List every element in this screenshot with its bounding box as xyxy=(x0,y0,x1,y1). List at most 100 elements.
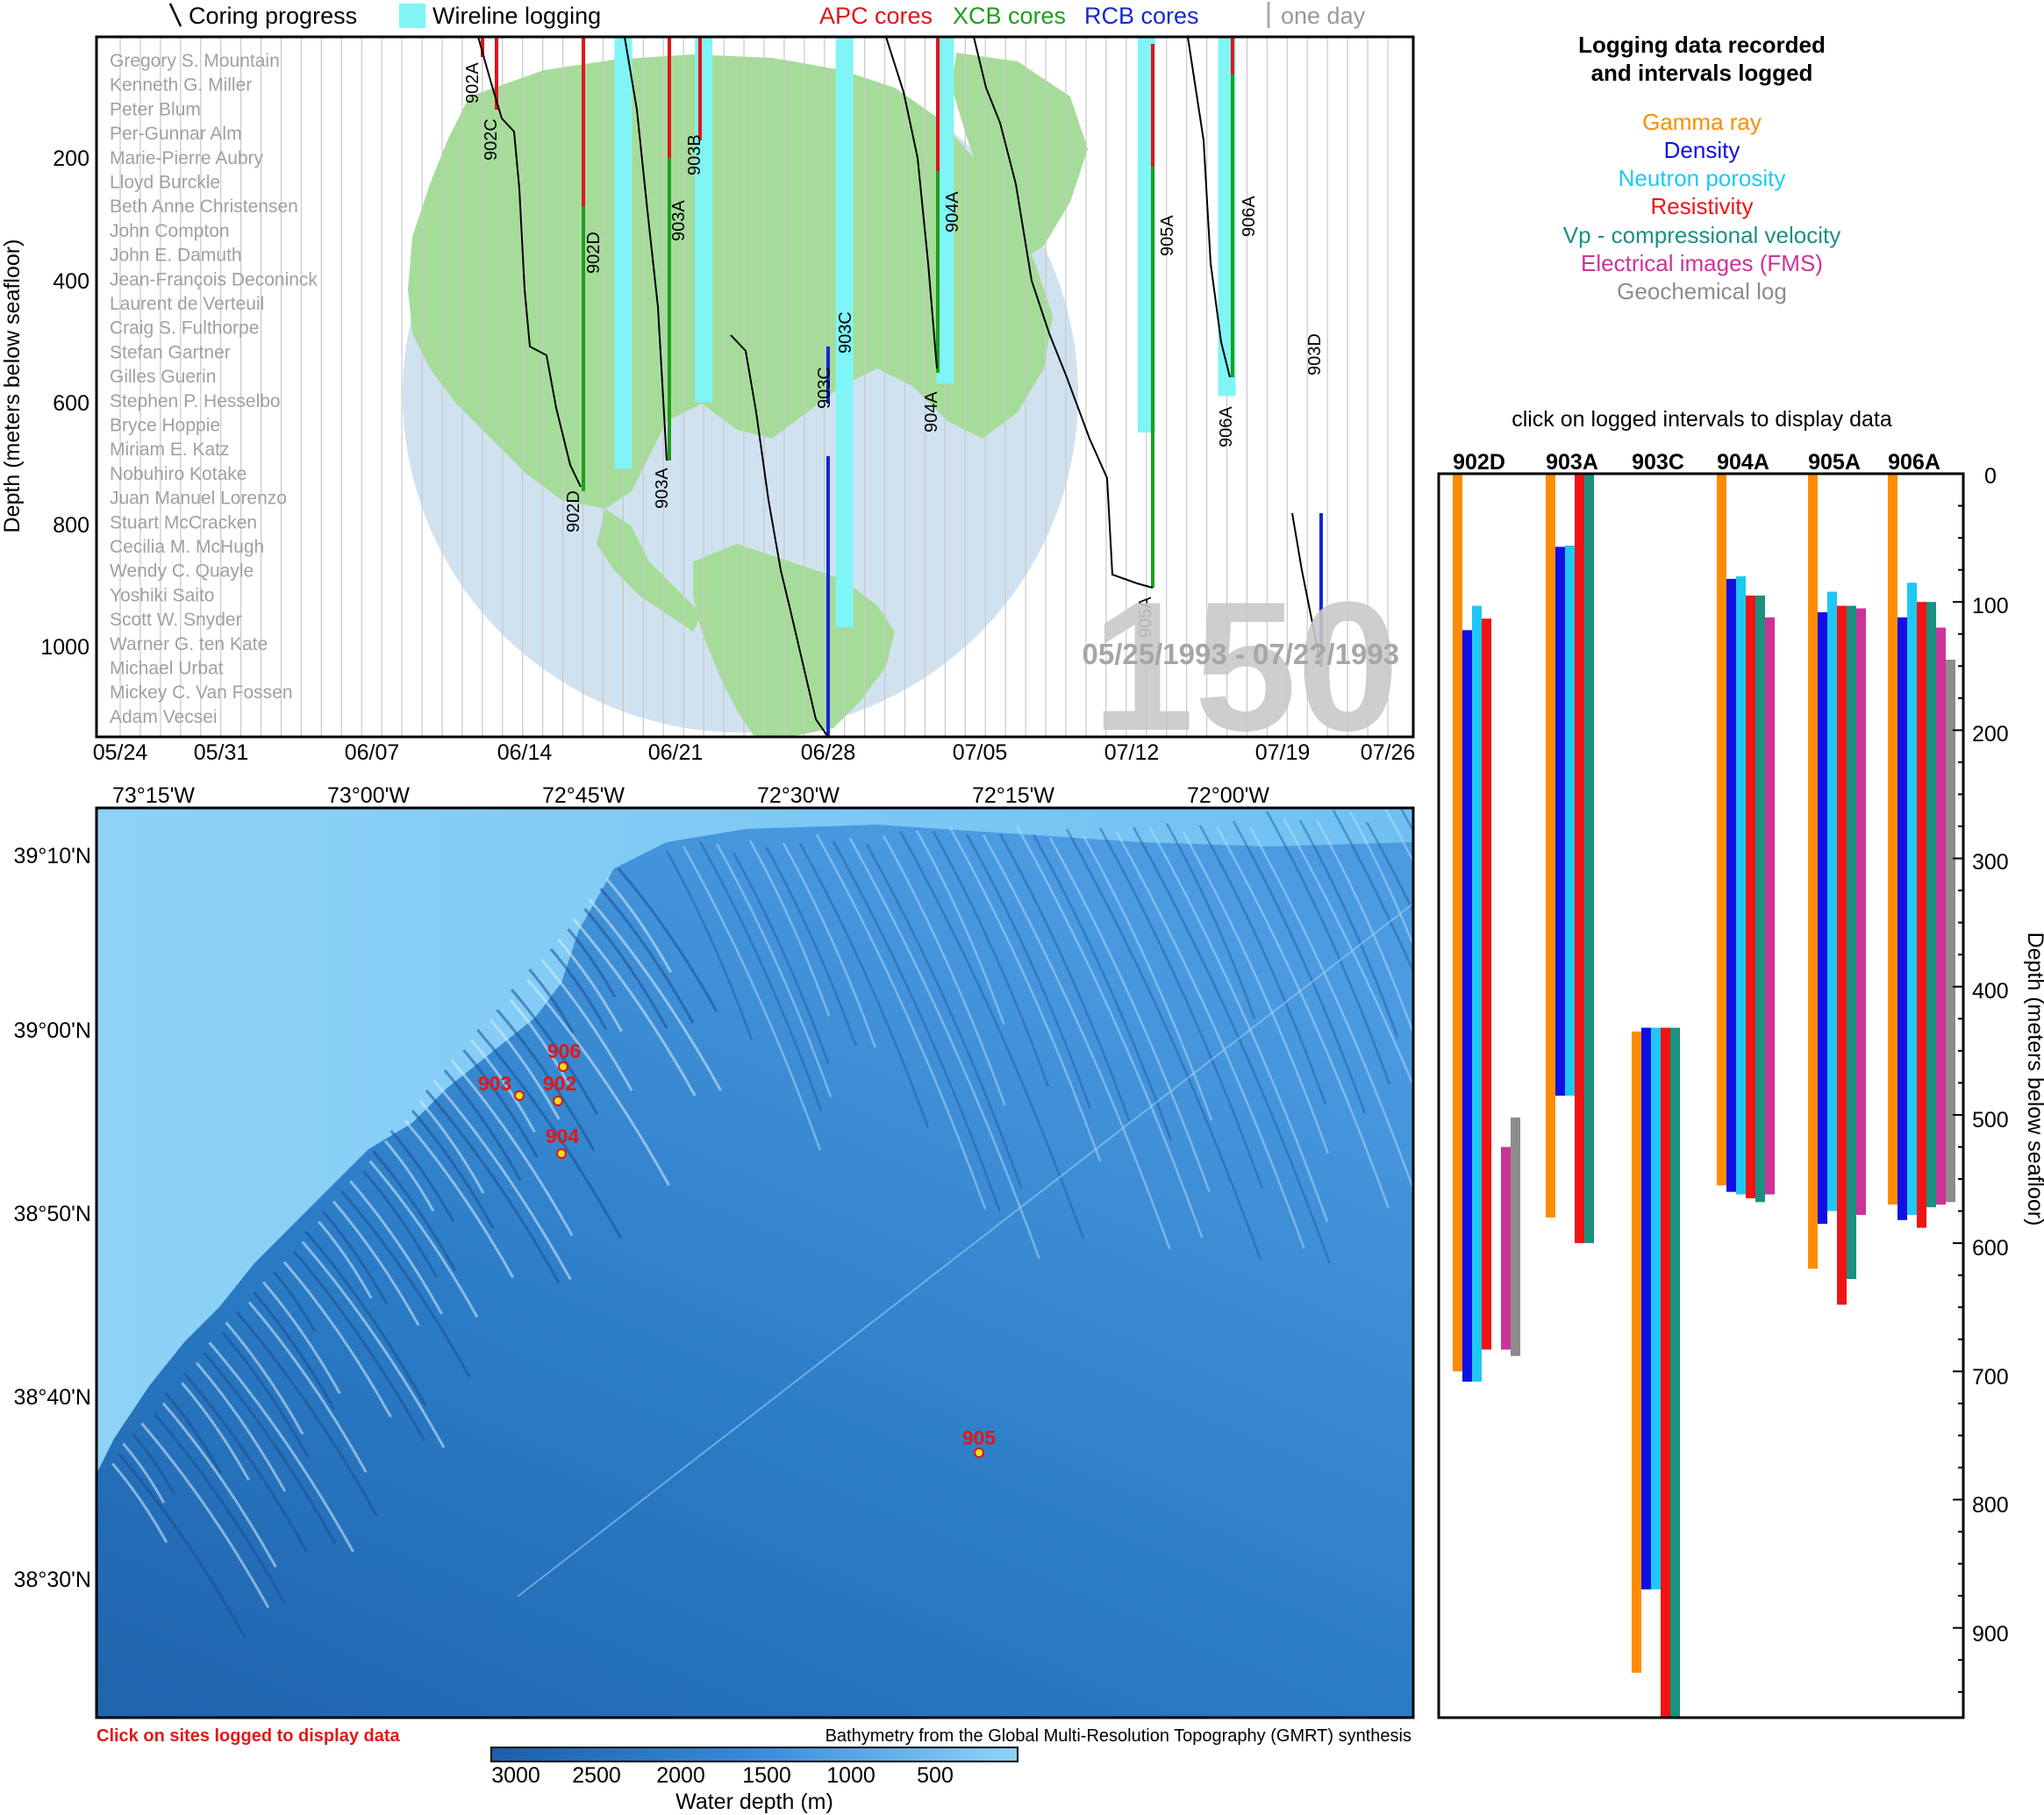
wireline-logging-bar[interactable] xyxy=(936,37,954,384)
survey-track xyxy=(517,903,1413,1597)
canyon-ridge xyxy=(304,1231,427,1407)
y-tick-label: 700 xyxy=(1972,1365,2009,1390)
logged-interval-bars[interactable] xyxy=(1453,474,1955,1718)
logged-interval-bar[interactable] xyxy=(1472,605,1482,1382)
canyon-ridge xyxy=(111,1462,168,1543)
logged-interval-bar[interactable] xyxy=(1501,1147,1511,1350)
x-tick-label: 06/07 xyxy=(345,740,400,765)
wireline-logging-bar[interactable] xyxy=(835,37,854,628)
map-click-note: Click on sites logged to display data xyxy=(96,1726,401,1746)
hole-label: 902D xyxy=(564,490,583,532)
logged-interval-bar[interactable] xyxy=(1755,595,1765,1203)
site-marker[interactable] xyxy=(974,1447,984,1458)
site-906[interactable]: 906 xyxy=(547,1040,581,1072)
logged-interval-bar[interactable] xyxy=(1917,602,1926,1228)
logged-interval-bar[interactable] xyxy=(1736,575,1746,1195)
depth-colorbar: 3000 2500 2000 1500 1000 500 Water depth… xyxy=(490,1747,1018,1814)
logged-interval-bar[interactable] xyxy=(1641,1027,1651,1590)
logged-interval-bar[interactable] xyxy=(1926,602,1936,1208)
canyon-ridge xyxy=(140,1422,270,1609)
logged-interval-bar[interactable] xyxy=(1726,578,1736,1192)
scientist-name: Beth Anne Christensen xyxy=(110,197,298,217)
logged-interval-bar[interactable] xyxy=(1462,630,1472,1382)
hole-label: 906A xyxy=(1217,406,1236,447)
site-label[interactable]: 906 xyxy=(547,1040,581,1062)
x-tick-label: 07/26 xyxy=(1361,740,1416,765)
logged-interval-bar[interactable] xyxy=(1856,608,1866,1215)
canyon-ridge xyxy=(450,1059,574,1237)
logged-interval-bar[interactable] xyxy=(1661,1027,1670,1718)
logged-interval-bar[interactable] xyxy=(1632,1031,1641,1673)
logged-interval-bar[interactable] xyxy=(1453,474,1462,1372)
site-903[interactable]: 903 xyxy=(478,1072,525,1101)
canyon-ridge xyxy=(261,1281,341,1395)
continental-shelf xyxy=(96,808,1413,1474)
logged-interval-bar[interactable] xyxy=(1837,605,1847,1305)
logged-interval-bar[interactable] xyxy=(1765,617,1775,1195)
canyon-ridge xyxy=(540,958,633,1091)
site-905[interactable]: 905 xyxy=(962,1426,997,1458)
wireline-logging-bar[interactable] xyxy=(614,37,632,469)
logged-interval-bar[interactable] xyxy=(1746,595,1755,1198)
wireline-logging-bar[interactable] xyxy=(1137,37,1155,433)
canyon-ridge xyxy=(1298,819,1398,1037)
logged-interval-bar[interactable] xyxy=(1946,659,1955,1203)
logged-interval-bar[interactable] xyxy=(1818,611,1827,1225)
logged-hole-label: 902D xyxy=(1453,450,1505,475)
logged-interval-bar[interactable] xyxy=(1888,474,1897,1205)
y-tick-label: 0 xyxy=(1984,464,1997,489)
x-tick-label: 06/21 xyxy=(648,740,704,765)
canyon-ridge xyxy=(1015,825,1204,1239)
site-label[interactable]: 904 xyxy=(546,1125,580,1147)
y-tick-label: 300 xyxy=(1972,850,2009,875)
canyon-ridge xyxy=(332,1200,420,1326)
canyon-ridge xyxy=(1148,827,1329,1222)
scientist-name: Per-Gunnar Alm xyxy=(110,124,242,144)
logged-interval-bar[interactable] xyxy=(1575,474,1584,1244)
scientist-name: Warner G. ten Kate xyxy=(110,634,268,654)
logged-interval-bar[interactable] xyxy=(1808,474,1818,1269)
logged-interval-bar[interactable] xyxy=(1546,474,1555,1218)
scientist-name: Stuart McCracken xyxy=(110,512,257,532)
wireline-logging-bar[interactable] xyxy=(695,37,713,403)
logged-interval-bar[interactable] xyxy=(1847,605,1856,1280)
logged-interval-bar[interactable] xyxy=(1670,1027,1680,1718)
canyon-ridge xyxy=(1248,826,1413,1192)
hole-label: 903C xyxy=(815,367,834,409)
logged-interval-bar[interactable] xyxy=(1565,545,1575,1096)
site-label[interactable]: 902 xyxy=(543,1072,576,1095)
logged-hole-label: 905A xyxy=(1808,450,1861,475)
canyon-ridge xyxy=(221,1332,310,1458)
site-label[interactable]: 903 xyxy=(478,1072,511,1095)
drill-sites[interactable]: 906 903 902 904 905 xyxy=(478,1040,997,1458)
logged-interval-bar[interactable] xyxy=(1511,1117,1520,1356)
logged-interval-bar[interactable] xyxy=(1584,474,1594,1244)
logging-legend: Logging data recorded and intervals logg… xyxy=(1512,32,1892,432)
hole-label: 904A xyxy=(943,191,962,232)
site-marker[interactable] xyxy=(514,1090,525,1101)
logged-interval-bar[interactable] xyxy=(1907,582,1917,1215)
site-904[interactable]: 904 xyxy=(546,1125,580,1159)
logged-interval-bar[interactable] xyxy=(1897,617,1907,1220)
canyon-ridge xyxy=(490,1018,561,1120)
logged-interval-bar[interactable] xyxy=(1482,618,1491,1350)
logged-interval-bar[interactable] xyxy=(1936,627,1946,1205)
site-label[interactable]: 905 xyxy=(962,1426,997,1449)
scientist-name: Nobuhiro Kotake xyxy=(110,464,247,484)
site-marker[interactable] xyxy=(553,1096,563,1106)
logged-interval-bar[interactable] xyxy=(1717,474,1726,1186)
timeline-frame xyxy=(95,35,1415,739)
site-marker[interactable] xyxy=(558,1061,568,1072)
canyon-ridge xyxy=(998,832,1131,1121)
canyon-ridge xyxy=(496,1009,596,1152)
logged-interval-bar[interactable] xyxy=(1827,591,1837,1211)
canyon-ridge xyxy=(848,838,1040,1260)
coring-progress-lines xyxy=(477,37,1322,737)
logged-interval-bar[interactable] xyxy=(1651,1027,1661,1590)
logged-interval-bar[interactable] xyxy=(1555,547,1565,1096)
coring-progress-label: Coring progress xyxy=(189,3,357,29)
site-902[interactable]: 902 xyxy=(543,1072,576,1106)
lat-tick-label: 38°40'N xyxy=(14,1385,91,1410)
site-marker[interactable] xyxy=(556,1148,567,1159)
